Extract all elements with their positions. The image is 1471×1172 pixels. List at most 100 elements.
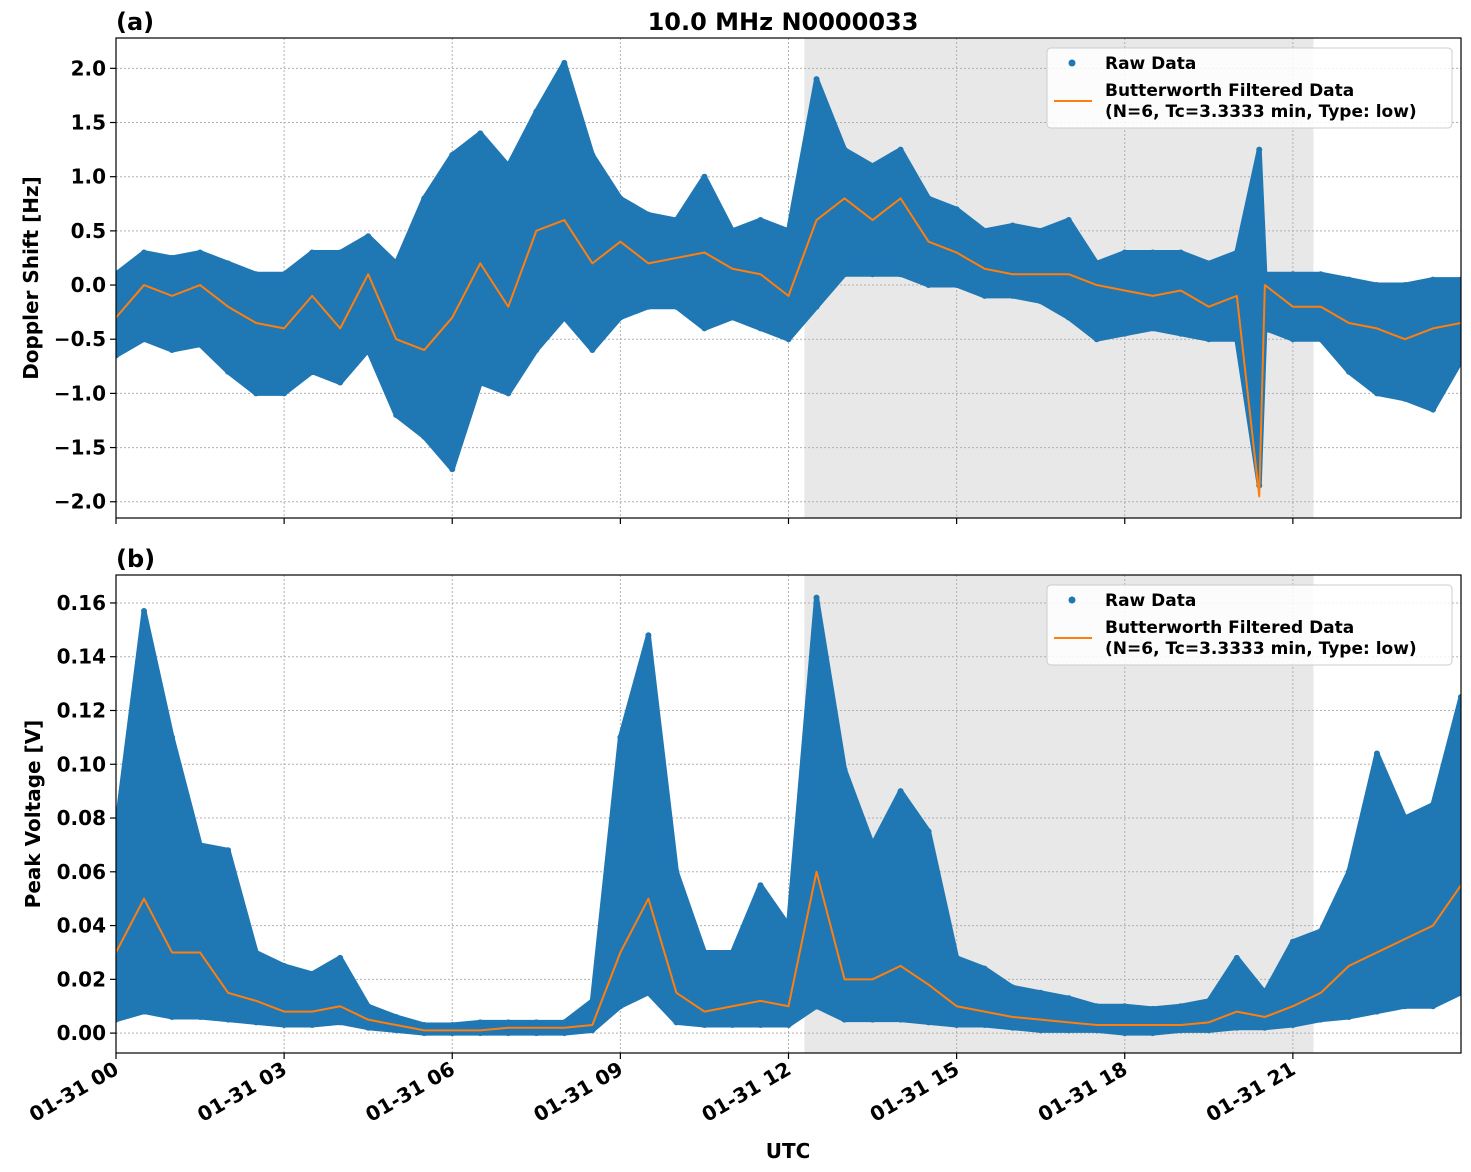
y-tick-label: 0.04 bbox=[57, 914, 106, 938]
raw-data-point-min bbox=[589, 347, 596, 354]
raw-data-point-max bbox=[897, 146, 904, 153]
raw-data-point-max bbox=[1345, 276, 1352, 283]
raw-data-point-min bbox=[449, 466, 456, 473]
raw-data-point-max bbox=[897, 788, 904, 795]
raw-data-point-min bbox=[925, 282, 932, 289]
raw-data-point-min bbox=[1205, 336, 1212, 343]
raw-data-point-min bbox=[253, 1019, 260, 1026]
raw-data-point-min bbox=[869, 271, 876, 278]
y-tick-label: 0.0 bbox=[71, 273, 106, 297]
raw-data-point-max bbox=[1233, 954, 1240, 961]
raw-data-point-max bbox=[701, 949, 708, 956]
raw-data-point-max bbox=[1458, 276, 1461, 283]
raw-data-point-min bbox=[421, 1030, 428, 1037]
raw-data-point-max bbox=[1317, 927, 1324, 934]
filtered-data-line bbox=[116, 197, 1461, 498]
raw-data-point-max bbox=[421, 1022, 428, 1029]
raw-data-point-min bbox=[1401, 395, 1408, 402]
panel-label-b: (b) bbox=[116, 545, 155, 573]
raw-data-point-max bbox=[1121, 249, 1128, 256]
data-layer bbox=[116, 594, 1461, 1037]
axes-frame bbox=[115, 574, 1462, 1054]
raw-data-point-min bbox=[309, 1022, 316, 1029]
y-tick-label: 0.10 bbox=[57, 752, 106, 776]
raw-data-point-max bbox=[449, 152, 456, 159]
raw-data-point-min bbox=[169, 1013, 176, 1020]
raw-data-point-min bbox=[169, 347, 176, 354]
figure-title: 10.0 MHz N0000033 bbox=[648, 8, 919, 36]
x-axis-label: UTC bbox=[766, 1139, 811, 1163]
raw-data-point-max bbox=[225, 847, 232, 854]
raw-data-point-min bbox=[617, 1003, 624, 1010]
raw-data-point-max bbox=[1373, 750, 1380, 757]
raw-data-point-min bbox=[645, 989, 652, 996]
raw-data-point-max bbox=[116, 828, 119, 835]
raw-data-point-min bbox=[1121, 330, 1128, 337]
raw-data-point-max bbox=[953, 206, 960, 213]
raw-data-point-min bbox=[757, 1022, 764, 1029]
raw-data-point-max bbox=[1065, 995, 1072, 1002]
raw-data-point-min bbox=[673, 303, 680, 310]
raw-data-point-max bbox=[1233, 249, 1240, 256]
raw-data-envelope bbox=[116, 595, 1461, 1036]
raw-data-point-min bbox=[953, 282, 960, 289]
filtered-data-line bbox=[116, 870, 1461, 1032]
raw-data-point-min bbox=[393, 412, 400, 419]
raw-data-point-max bbox=[869, 162, 876, 169]
raw-data-point-max bbox=[169, 254, 176, 261]
raw-data-point-max bbox=[589, 997, 596, 1004]
raw-data-point-min bbox=[729, 314, 736, 321]
raw-data-point-max bbox=[561, 59, 568, 66]
y-tick-label: −0.5 bbox=[54, 327, 106, 351]
raw-data-point-min bbox=[1233, 1024, 1240, 1031]
raw-data-point-max bbox=[281, 271, 288, 278]
raw-data-point-max bbox=[337, 249, 344, 256]
raw-data-point-min bbox=[785, 1022, 792, 1029]
raw-data-point-min bbox=[701, 325, 708, 332]
x-tick-label: 01-31 21 bbox=[1202, 1057, 1300, 1127]
y-tick-label: 0.02 bbox=[57, 967, 106, 991]
raw-data-point-max bbox=[309, 970, 316, 977]
raw-data-point-min bbox=[757, 325, 764, 332]
y-tick-label: 1.5 bbox=[71, 111, 106, 135]
y-axis-label-b: Peak Voltage [V] bbox=[21, 720, 45, 909]
raw-data-point-max bbox=[701, 173, 708, 180]
raw-data-point-min bbox=[1205, 1027, 1212, 1034]
raw-data-point-max bbox=[505, 1019, 512, 1026]
raw-data-point-max bbox=[281, 962, 288, 969]
raw-data-point-min bbox=[477, 379, 484, 386]
x-tick-label: 01-31 06 bbox=[361, 1057, 459, 1127]
raw-data-point-min bbox=[281, 390, 288, 397]
x-tick-labels: 01-31 00 01-31 03 01-31 06 01-31 09 01-31 12… bbox=[25, 1057, 1299, 1127]
raw-data-point-max bbox=[841, 146, 848, 153]
raw-data-point-min bbox=[1458, 357, 1461, 364]
raw-data-point-max bbox=[141, 608, 148, 615]
raw-data-point-max bbox=[1037, 227, 1044, 234]
raw-data-point-max bbox=[673, 217, 680, 224]
raw-data-point-min bbox=[1233, 336, 1240, 343]
raw-data-point-max bbox=[477, 130, 484, 137]
raw-data-point-max bbox=[449, 1022, 456, 1029]
raw-data-point-min bbox=[1289, 336, 1296, 343]
raw-data-point-max bbox=[1009, 984, 1016, 991]
raw-data-point-min bbox=[197, 341, 204, 348]
raw-data-point-min bbox=[505, 1030, 512, 1037]
raw-data-point-min bbox=[589, 1027, 596, 1034]
raw-data-point-min bbox=[1317, 336, 1324, 343]
raw-data-point-min bbox=[1065, 314, 1072, 321]
raw-data-point-min bbox=[785, 336, 792, 343]
raw-data-point-min bbox=[393, 1027, 400, 1034]
raw-data-point-min bbox=[1373, 1008, 1380, 1015]
raw-data-point-min bbox=[477, 1030, 484, 1037]
raw-data-point-min bbox=[1121, 1030, 1128, 1037]
raw-data-point-min bbox=[1373, 390, 1380, 397]
raw-data-point-max bbox=[1037, 989, 1044, 996]
raw-data-point-max bbox=[841, 766, 848, 773]
raw-data-point-max bbox=[197, 249, 204, 256]
x-tick-label: 01-31 09 bbox=[529, 1057, 627, 1127]
raw-data-point-max bbox=[1177, 1003, 1184, 1010]
raw-data-point-max bbox=[1065, 217, 1072, 224]
raw-data-point-min bbox=[197, 1013, 204, 1020]
raw-data-point-min bbox=[337, 1019, 344, 1026]
